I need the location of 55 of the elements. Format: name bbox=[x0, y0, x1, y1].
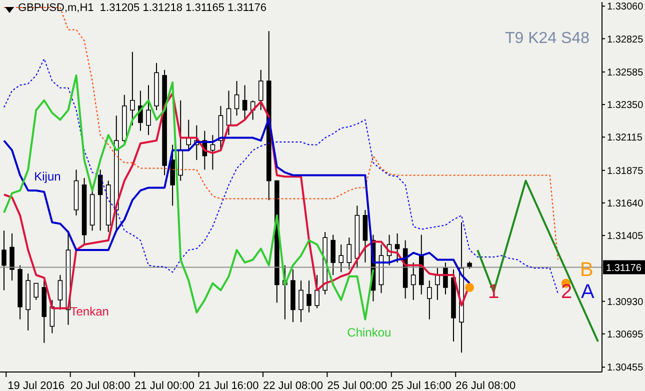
candlestick bbox=[82, 177, 87, 246]
y-tick-label: 1.31640 bbox=[607, 198, 644, 210]
series-label: Chinkou bbox=[347, 325, 392, 340]
candlestick bbox=[146, 84, 151, 136]
annotation: A bbox=[581, 281, 594, 303]
chart-title: GBPUSD,m,H1 1.31205 1.31218 1.31165 1.31176 bbox=[18, 2, 266, 14]
annotation: B bbox=[580, 259, 594, 281]
candlestick bbox=[130, 51, 135, 126]
x-tick-label: 21 Jul 16:00 bbox=[198, 380, 259, 391]
candlestick bbox=[290, 268, 296, 323]
y-tick-label: 1.32350 bbox=[607, 100, 644, 112]
x-tick-label: 19 Jul 2016 bbox=[8, 380, 65, 391]
x-tick-label: 22 Jul 08:00 bbox=[263, 380, 323, 391]
ref-line-label: 1.31176 bbox=[606, 263, 642, 274]
y-tick-label: 1.32585 bbox=[607, 68, 644, 79]
y-tick-label: 1.30695 bbox=[607, 329, 644, 340]
candlestick bbox=[242, 84, 248, 120]
candlestick bbox=[427, 280, 432, 320]
candlestick bbox=[338, 244, 344, 273]
x-tick-label: 25 Jul 00:00 bbox=[327, 380, 388, 391]
series-label: Tenkan bbox=[70, 304, 109, 318]
candlestick bbox=[2, 230, 6, 291]
x-tick-label: 26 Jul 08:00 bbox=[456, 380, 516, 391]
y-tick-label: 1.30455 bbox=[607, 362, 644, 374]
candlestick bbox=[162, 69, 167, 176]
candlestick bbox=[394, 232, 400, 264]
y-tick-label: 1.31875 bbox=[607, 166, 644, 177]
candlestick bbox=[178, 100, 183, 182]
candlestick bbox=[26, 273, 30, 331]
x-tick-label: 21 Jul 00:00 bbox=[134, 380, 195, 391]
y-tick-label: 1.30930 bbox=[607, 296, 644, 308]
candlestick bbox=[234, 80, 240, 116]
candlestick bbox=[74, 169, 79, 216]
x-tick-label: 20 Jul 08:00 bbox=[70, 380, 130, 391]
candlestick bbox=[362, 209, 368, 264]
candlestick bbox=[266, 30, 272, 201]
candlestick bbox=[298, 280, 304, 323]
y-tick-label: 1.33060 bbox=[607, 2, 644, 13]
y-tick-label: 1.32115 bbox=[607, 132, 643, 144]
candlestick bbox=[306, 280, 312, 313]
annotation: 2 bbox=[561, 281, 572, 303]
candlestick bbox=[10, 232, 14, 282]
candlestick bbox=[410, 262, 416, 300]
candlestick bbox=[170, 144, 175, 206]
candlestick bbox=[418, 234, 424, 295]
candlestick bbox=[330, 234, 336, 276]
series-label: Kijun bbox=[34, 169, 61, 184]
x-tick-label: 25 Jul 16:00 bbox=[391, 380, 452, 391]
annotation: 1 bbox=[488, 281, 500, 303]
candlestick bbox=[210, 134, 216, 170]
line-series bbox=[3, 74, 374, 320]
annotation: T9 K24 S48 bbox=[505, 30, 590, 47]
y-tick-label: 1.32825 bbox=[607, 34, 644, 46]
y-tick-label: 1.31405 bbox=[607, 231, 644, 242]
line-series bbox=[476, 180, 599, 343]
